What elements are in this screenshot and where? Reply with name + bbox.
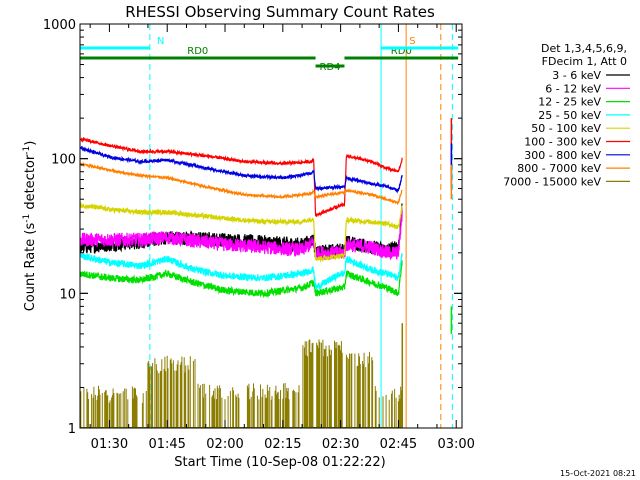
y-axis-label: Count Rate (s-1 detector-1): [22, 141, 38, 312]
series-300-800kev: [80, 145, 403, 194]
legend-label: 100 - 300 keV: [524, 136, 601, 149]
series-25-50kev: [79, 253, 403, 290]
x-tick-label: 01:30: [91, 437, 128, 452]
plot-area: N RD0 RD0 RD4 S: [79, 24, 459, 428]
legend-header-line: FDecim 1, Att 0: [542, 55, 627, 68]
y-tick-label: 10: [59, 287, 76, 302]
series-7000-15000kev-bars: [79, 339, 402, 428]
legend-label: 50 - 100 keV: [531, 122, 601, 135]
legend-header-line: Det 1,3,4,5,6,9,: [541, 42, 627, 55]
y-axis-label-sup2: -1: [22, 146, 32, 155]
legend-label: 3 - 6 keV: [552, 69, 601, 82]
x-axis-label: Start Time (10-Sep-08 01:22:22): [174, 455, 385, 470]
plot-frame: [79, 23, 463, 429]
flag-label: N: [157, 36, 164, 47]
y-tick-label: 1: [68, 422, 76, 437]
y-tick-label: 100: [51, 153, 76, 168]
flag-s-4: S: [409, 36, 441, 50]
x-tick-label: 02:15: [264, 437, 301, 452]
y-axis-label-main: Count Rate (s: [23, 223, 38, 312]
legend-label: 12 - 25 keV: [538, 96, 601, 109]
flag-label: RD0: [391, 46, 412, 57]
x-tick-label: 02:45: [380, 437, 417, 452]
timestamp: 15-Oct-2021 08:21: [560, 469, 636, 478]
series-7000-15000kev: [79, 323, 404, 428]
flag-rd4-3: RD4: [315, 62, 345, 73]
legend-label: 6 - 12 keV: [545, 82, 601, 95]
x-axis: 01:30 01:45 02:00 02:15 02:30 02:45 03:00: [89, 24, 475, 452]
flag-rd0-1: RD0: [80, 46, 316, 60]
flag-label: S: [409, 36, 415, 47]
series-12-25kev: [79, 260, 403, 299]
x-tick-label: 01:45: [148, 437, 185, 452]
y-tick-label: 1000: [43, 18, 76, 33]
y-axis: 1 10 100 1000: [43, 18, 462, 437]
legend: Det 1,3,4,5,6,9,FDecim 1, Att 03 - 6 keV…: [503, 42, 630, 188]
legend-label: 7000 - 15000 keV: [503, 175, 601, 188]
flag-n-0: N: [80, 36, 164, 50]
legend-label: 25 - 50 keV: [538, 109, 601, 122]
legend-label: 300 - 800 keV: [524, 149, 601, 162]
flag-label: RD4: [320, 62, 341, 73]
y-axis-label-end: ): [23, 141, 38, 146]
flag-label: RD0: [187, 46, 208, 57]
x-tick-label: 02:30: [322, 437, 359, 452]
x-tick-label: 03:00: [437, 437, 474, 452]
y-axis-label-sup: -1: [22, 214, 32, 223]
series-50-100kev: [80, 201, 403, 263]
flag-rd0-2: RD0: [344, 46, 459, 60]
y-axis-label-mid: detector: [23, 154, 38, 214]
x-tick-label: 02:00: [206, 437, 243, 452]
series-6-12kev: [79, 210, 403, 261]
series-100-300kev: [80, 136, 403, 217]
series-800-7000kev: [80, 161, 403, 206]
chart-title: RHESSI Observing Summary Count Rates: [125, 3, 435, 21]
legend-label: 800 - 7000 keV: [517, 162, 601, 175]
